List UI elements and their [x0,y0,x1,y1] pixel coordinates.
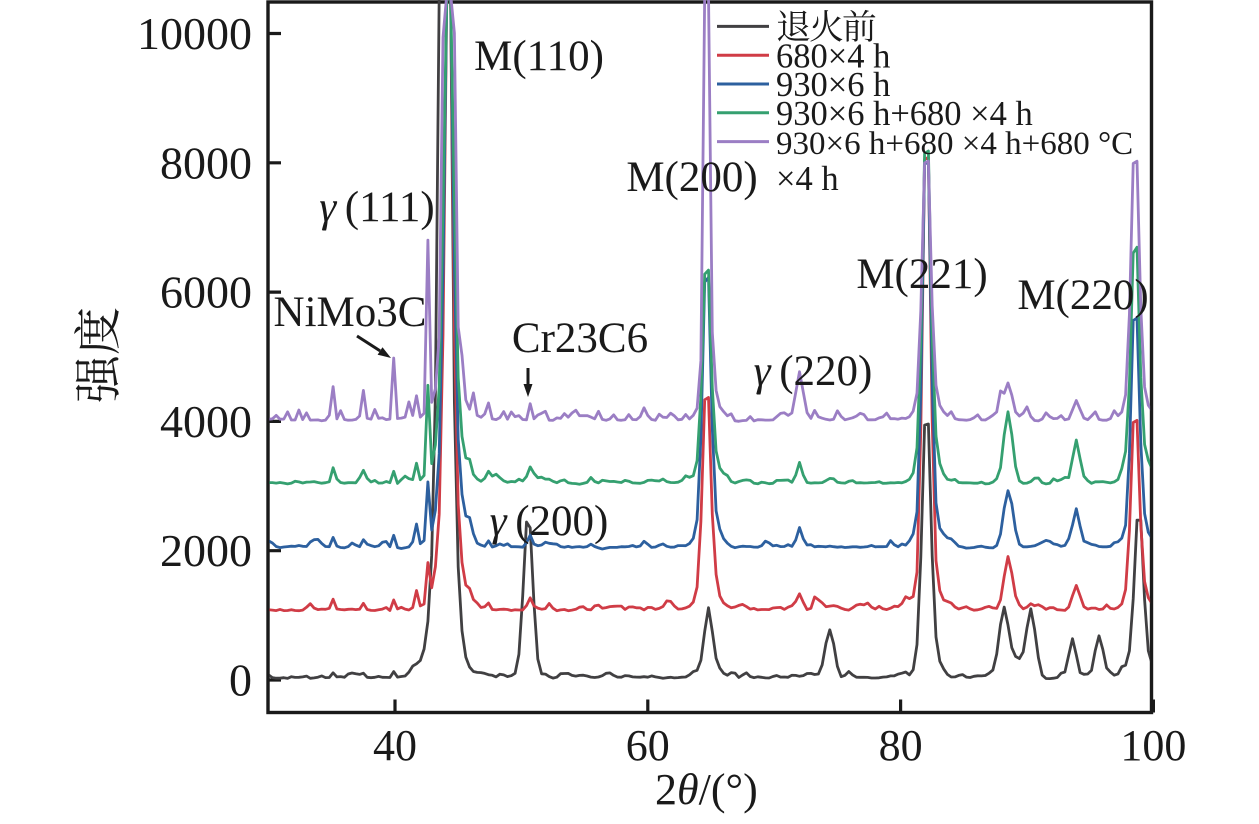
svg-text:γ (111): γ (111) [319,184,435,231]
svg-text:60: 60 [626,721,670,770]
svg-text:4000: 4000 [160,396,252,447]
svg-text:80: 80 [879,721,923,770]
svg-text:M(110): M(110) [474,33,604,80]
svg-text:M(200): M(200) [626,154,757,201]
svg-text:930×6 h+680 ×4 h: 930×6 h+680 ×4 h [776,95,1033,133]
svg-text:NiMo3C: NiMo3C [274,289,427,336]
svg-text:Cr23C6: Cr23C6 [512,315,648,362]
svg-text:0: 0 [229,655,252,706]
svg-text:×4 h: ×4 h [776,160,839,198]
svg-text:2000: 2000 [160,525,252,576]
svg-text:10000: 10000 [137,8,252,59]
svg-text:100: 100 [1120,721,1186,770]
svg-text:8000: 8000 [160,137,252,188]
svg-text:930×6 h: 930×6 h [776,66,890,104]
svg-text:γ (220): γ (220) [754,348,873,395]
svg-text:40: 40 [373,721,417,770]
svg-text:M(221): M(221) [856,251,987,298]
svg-text:6000: 6000 [160,267,252,318]
svg-text:M(220): M(220) [1017,272,1148,319]
svg-text:2θ/(°): 2θ/(°) [655,765,758,814]
svg-text:680×4 h: 680×4 h [776,37,890,75]
svg-text:γ (200): γ (200) [490,498,609,545]
svg-text:930×6 h+680 ×4 h+680 °C: 930×6 h+680 ×4 h+680 °C [776,126,1133,162]
